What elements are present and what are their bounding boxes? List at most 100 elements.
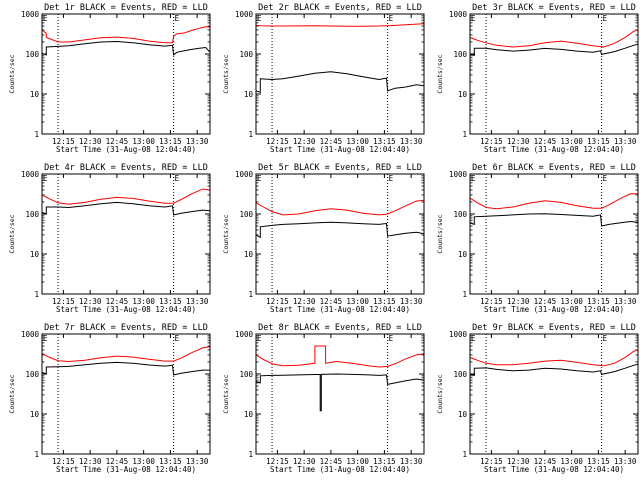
y-tick-label: 1 bbox=[462, 130, 467, 139]
panel-5: Det 5r BLACK = Events, RED = LLD 1 10 100 10… bbox=[222, 163, 425, 314]
x-tick-label: 12:15 bbox=[52, 137, 75, 146]
series-lld-line bbox=[469, 193, 638, 210]
e-marker: E bbox=[389, 174, 394, 183]
y-tick-label: 1 bbox=[248, 450, 253, 459]
y-tick-label: 100 bbox=[453, 370, 467, 379]
series-events-line bbox=[255, 373, 425, 412]
y-tick-label: 1000 bbox=[449, 170, 468, 179]
x-tick-label: 12:30 bbox=[79, 137, 102, 146]
x-tick-label: 12:15 bbox=[480, 297, 503, 306]
x-tick-label: 13:00 bbox=[132, 457, 155, 466]
series-lld-line bbox=[41, 346, 211, 363]
y-tick-label: 1000 bbox=[235, 10, 254, 19]
x-tick-label: 12:45 bbox=[320, 137, 343, 146]
x-tick-label: 12:45 bbox=[106, 297, 129, 306]
panel-title: Det 5r BLACK = Events, RED = LLD bbox=[258, 163, 422, 173]
plot-frame bbox=[255, 333, 425, 455]
plot-frame bbox=[255, 13, 425, 135]
series-lld-line bbox=[469, 349, 639, 367]
x-tick-label: 12:30 bbox=[293, 137, 316, 146]
x-tick-label: 12:30 bbox=[507, 457, 530, 466]
x-tick-label: 12:45 bbox=[320, 297, 343, 306]
y-axis-label: Counts/sec bbox=[436, 54, 444, 93]
x-tick-label: 12:15 bbox=[266, 137, 289, 146]
x-tick-label: 12:45 bbox=[320, 457, 343, 466]
x-tick-label: 12:15 bbox=[266, 457, 289, 466]
panel-title: Det 9r BLACK = Events, RED = LLD bbox=[472, 323, 636, 333]
x-axis-label: Start Time (31-Aug-08 12:04:40) bbox=[270, 145, 410, 154]
y-tick-label: 1000 bbox=[449, 330, 468, 339]
x-tick-label: 13:30 bbox=[614, 457, 637, 466]
x-tick-label: 12:30 bbox=[79, 297, 102, 306]
series-lld-line bbox=[41, 188, 211, 205]
y-tick-label: 1 bbox=[248, 130, 253, 139]
panel-title: Det 6r BLACK = Events, RED = LLD bbox=[472, 163, 636, 173]
y-tick-label: 10 bbox=[458, 90, 468, 99]
y-axis-label: Counts/sec bbox=[436, 214, 444, 253]
x-tick-label: 13:30 bbox=[186, 457, 209, 466]
x-tick-label: 12:15 bbox=[266, 297, 289, 306]
e-marker: E bbox=[603, 174, 608, 183]
panel-title: Det 2r BLACK = Events, RED = LLD bbox=[258, 3, 422, 13]
y-tick-label: 1000 bbox=[449, 10, 468, 19]
plot-frame bbox=[469, 13, 639, 135]
e-marker: E bbox=[43, 174, 48, 183]
x-tick-label: 13:15 bbox=[373, 457, 396, 466]
x-tick-label: 13:00 bbox=[346, 457, 369, 466]
y-tick-label: 1000 bbox=[235, 170, 254, 179]
y-axis-label: Counts/sec bbox=[222, 374, 230, 413]
x-tick-label: 13:00 bbox=[346, 137, 369, 146]
x-axis-label: Start Time (31-Aug-08 12:04:40) bbox=[56, 145, 196, 154]
x-tick-label: 13:00 bbox=[346, 297, 369, 306]
y-tick-label: 10 bbox=[458, 250, 468, 259]
series-lld-line bbox=[255, 199, 425, 216]
e-marker: E bbox=[603, 14, 608, 23]
e-marker: E bbox=[43, 334, 48, 343]
e-marker: E bbox=[175, 334, 180, 343]
x-tick-label: 12:30 bbox=[293, 297, 316, 306]
series-events-line bbox=[469, 43, 639, 57]
panel-7: Det 7r BLACK = Events, RED = LLD 1 10 100 10… bbox=[8, 323, 211, 474]
e-marker: E bbox=[257, 334, 262, 343]
panel-6: Det 6r BLACK = Events, RED = LLD 1 10 100 10… bbox=[436, 163, 639, 314]
panel-title: Det 4r BLACK = Events, RED = LLD bbox=[44, 163, 208, 173]
x-tick-label: 12:45 bbox=[534, 137, 557, 146]
x-tick-label: 12:45 bbox=[106, 457, 129, 466]
panel-3: Det 3r BLACK = Events, RED = LLD 1 10 100 10… bbox=[436, 3, 639, 154]
x-axis-label: Start Time (31-Aug-08 12:04:40) bbox=[56, 465, 196, 474]
series-lld-line bbox=[255, 345, 425, 368]
plot-frame bbox=[469, 333, 639, 455]
x-tick-label: 12:45 bbox=[534, 457, 557, 466]
x-tick-label: 13:30 bbox=[614, 297, 637, 306]
series-events-line bbox=[255, 221, 425, 239]
x-tick-label: 12:15 bbox=[480, 137, 503, 146]
x-tick-label: 12:15 bbox=[52, 297, 75, 306]
x-tick-label: 12:15 bbox=[52, 457, 75, 466]
series-events-line bbox=[41, 40, 211, 56]
x-tick-label: 12:30 bbox=[507, 137, 530, 146]
x-tick-label: 13:30 bbox=[186, 137, 209, 146]
panel-8: Det 8r BLACK = Events, RED = LLD 1 10 100 10… bbox=[222, 323, 425, 474]
x-axis-label: Start Time (31-Aug-08 12:04:40) bbox=[484, 145, 624, 154]
y-axis-label: Counts/sec bbox=[222, 54, 230, 93]
y-tick-label: 100 bbox=[25, 50, 39, 59]
panel-title: Det 8r BLACK = Events, RED = LLD bbox=[258, 323, 422, 333]
e-marker: E bbox=[43, 14, 48, 23]
y-tick-label: 100 bbox=[239, 210, 253, 219]
panel-9: Det 9r BLACK = Events, RED = LLD 1 10 100 10… bbox=[436, 323, 639, 474]
y-tick-label: 100 bbox=[239, 50, 253, 59]
y-tick-label: 1 bbox=[462, 290, 467, 299]
y-tick-label: 1 bbox=[248, 290, 253, 299]
panel-1: Det 1r BLACK = Events, RED = LLD 1 10 100 10… bbox=[8, 3, 211, 154]
y-tick-label: 1000 bbox=[235, 330, 254, 339]
x-tick-label: 13:30 bbox=[400, 137, 423, 146]
e-marker: E bbox=[175, 174, 180, 183]
x-tick-label: 13:15 bbox=[373, 137, 396, 146]
x-tick-label: 13:00 bbox=[560, 457, 583, 466]
x-tick-label: 13:30 bbox=[400, 457, 423, 466]
x-tick-label: 13:15 bbox=[159, 137, 182, 146]
x-tick-label: 12:15 bbox=[480, 457, 503, 466]
x-tick-label: 13:15 bbox=[159, 457, 182, 466]
y-tick-label: 100 bbox=[25, 370, 39, 379]
y-tick-label: 1 bbox=[34, 450, 39, 459]
